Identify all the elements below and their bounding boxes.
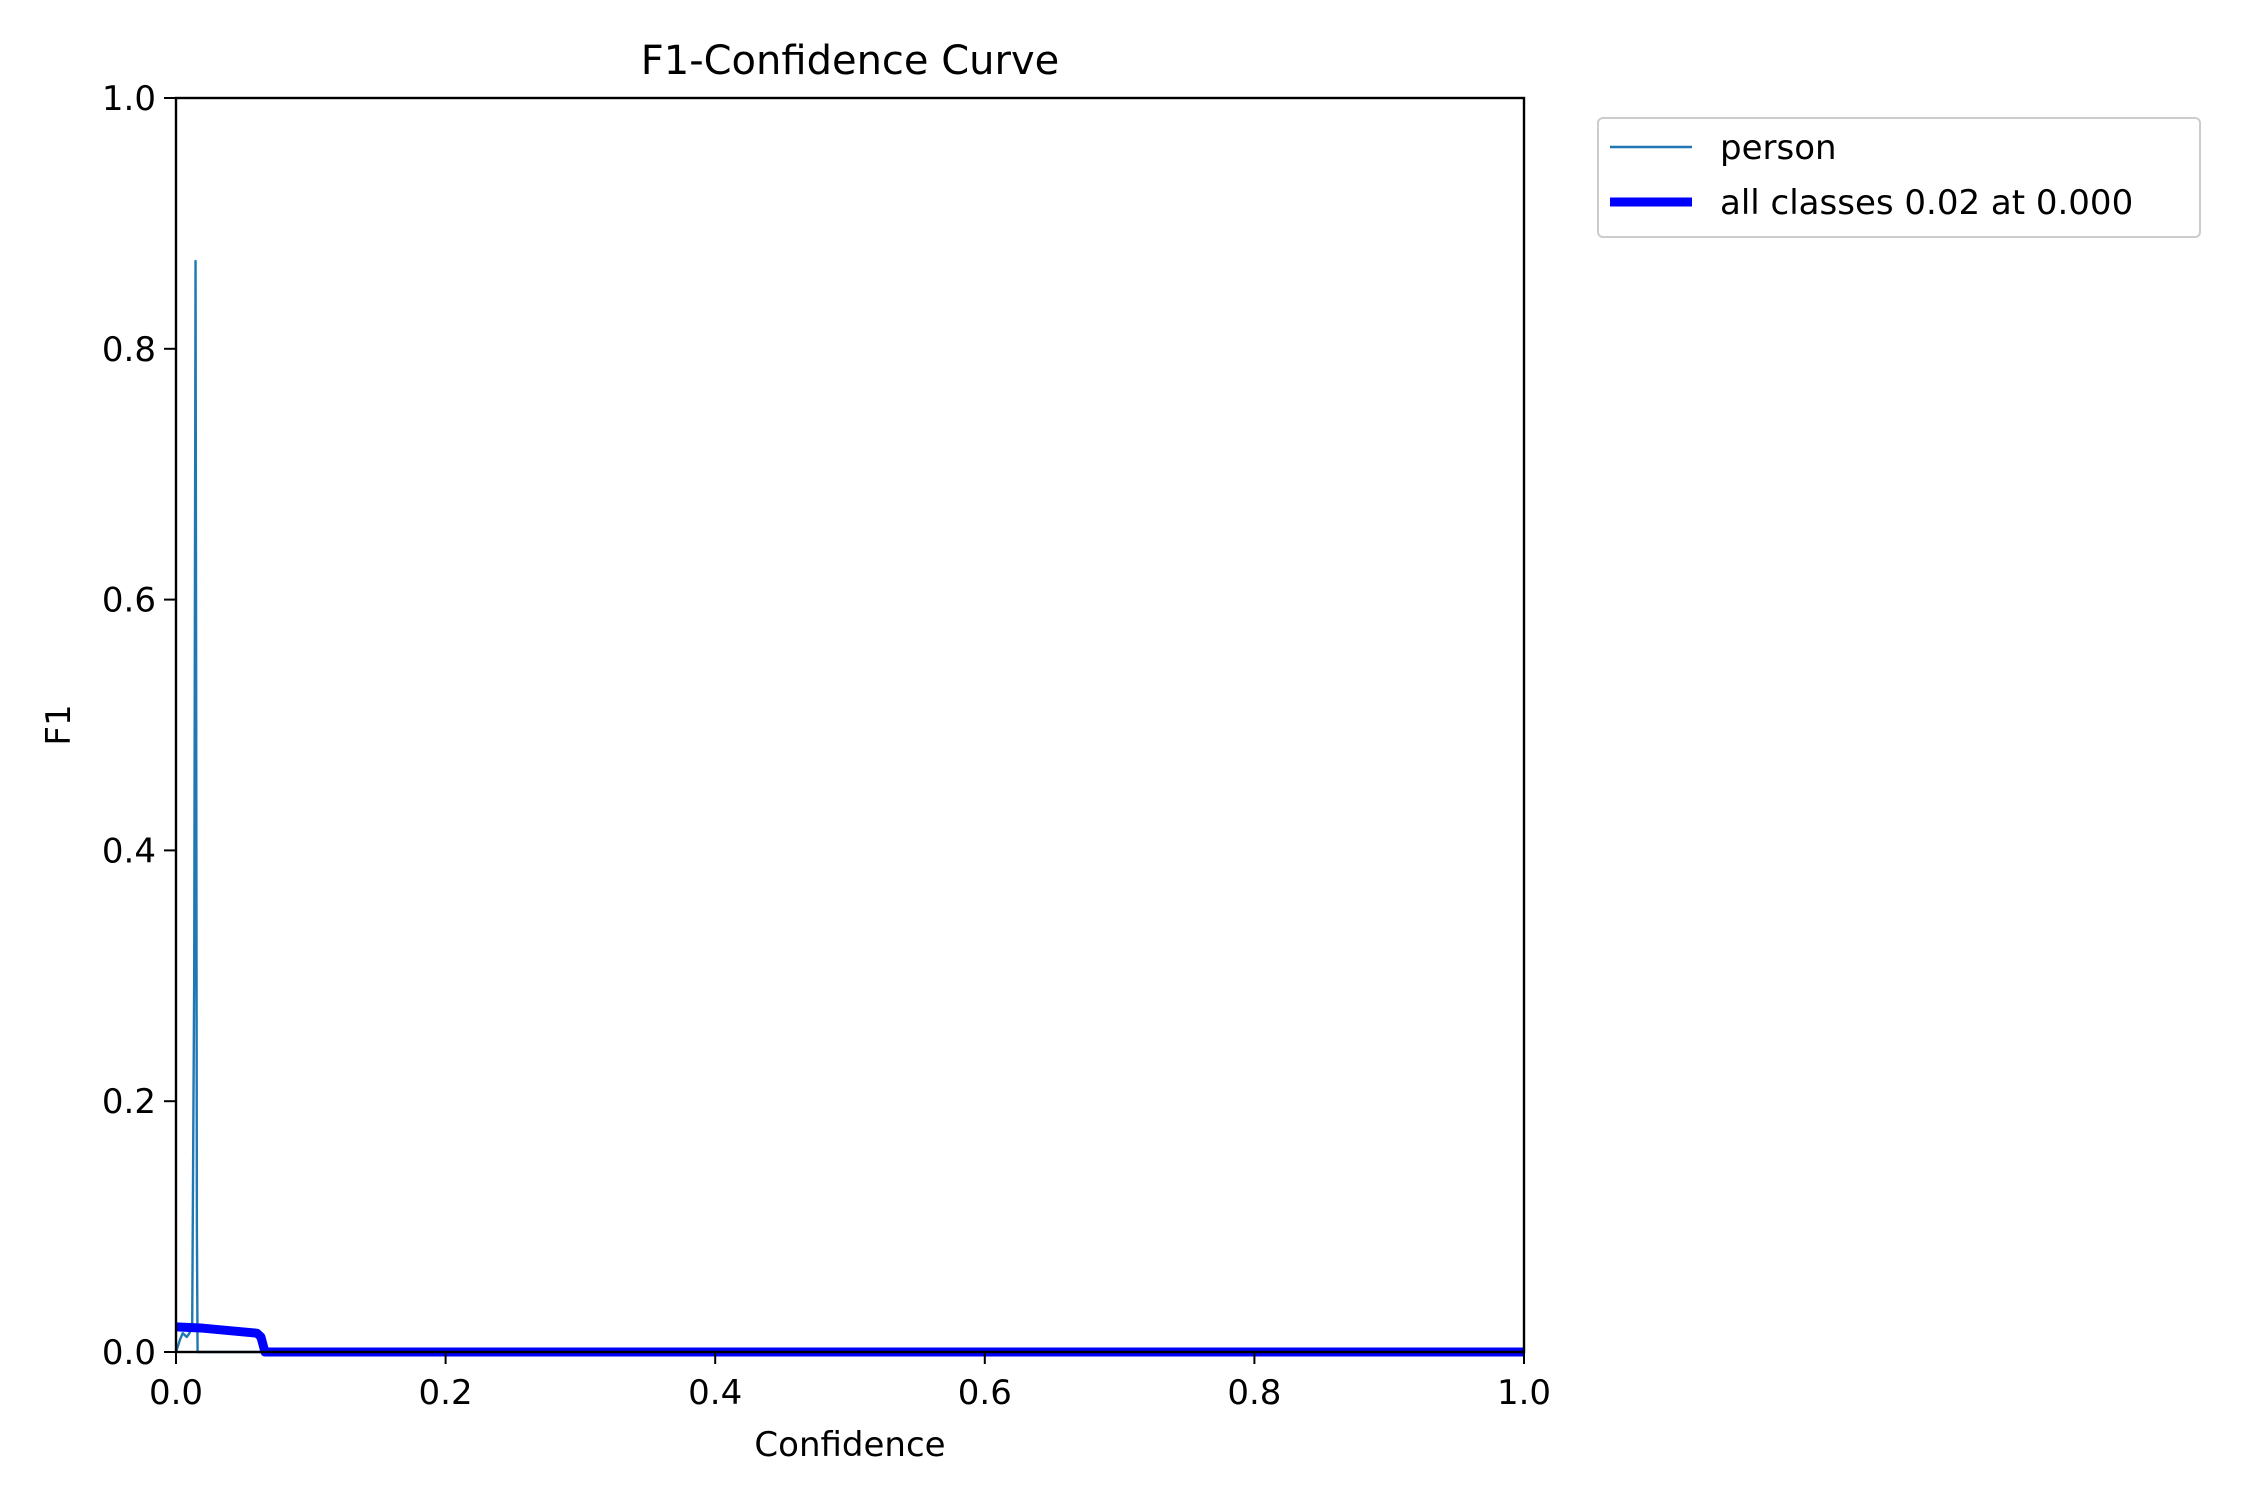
x-tick-label: 0.2 (419, 1373, 473, 1413)
x-tick-label: 1.0 (1497, 1373, 1551, 1413)
y-tick-label: 0.2 (102, 1082, 156, 1122)
chart-title: F1-Confidence Curve (641, 38, 1060, 84)
plot-frame (174, 96, 1526, 1354)
legend-label-all-classes: all classes 0.02 at 0.000 (1720, 183, 2133, 223)
x-axis-ticks: 0.0 0.2 0.4 0.6 0.8 1.0 (149, 1352, 1551, 1413)
x-tick-label: 0.4 (688, 1373, 742, 1413)
x-tick-label: 0.0 (149, 1373, 203, 1413)
y-tick-label: 1.0 (102, 79, 156, 119)
x-axis-label: Confidence (754, 1425, 945, 1465)
y-axis-ticks: 0.0 0.2 0.4 0.6 0.8 1.0 (102, 79, 176, 1373)
y-tick-label: 0.6 (102, 581, 156, 621)
legend-label-person: person (1720, 128, 1837, 168)
x-tick-label: 0.8 (1227, 1373, 1281, 1413)
y-axis-label: F1 (39, 704, 79, 745)
y-tick-label: 0.0 (102, 1333, 156, 1373)
x-tick-label: 0.6 (958, 1373, 1012, 1413)
legend: person all classes 0.02 at 0.000 (1597, 117, 2201, 238)
y-tick-label: 0.8 (102, 330, 156, 370)
y-tick-label: 0.4 (102, 831, 156, 871)
legend-box (1597, 117, 2201, 238)
